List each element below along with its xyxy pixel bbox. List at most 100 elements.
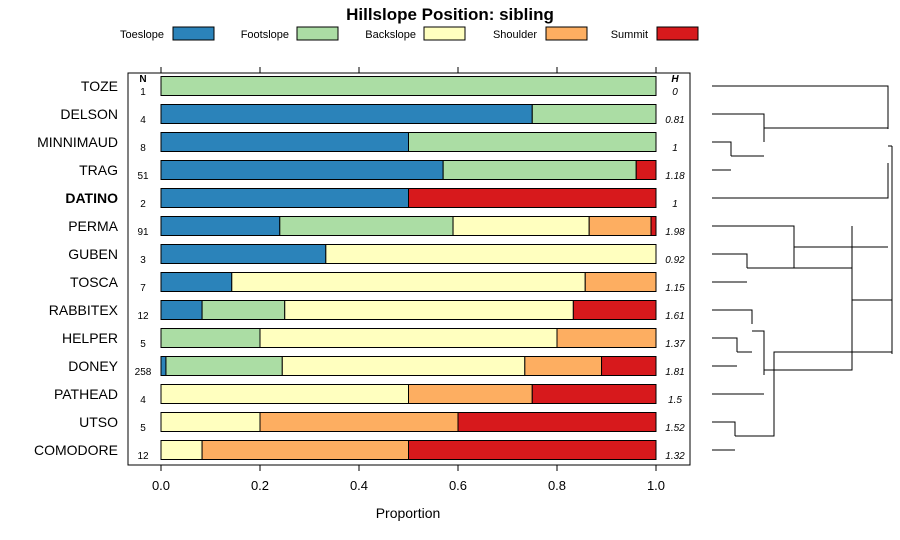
bar-segment-utso-summit: [457, 412, 657, 432]
bar-segment-tosca-toeslope: [160, 272, 233, 292]
n-value-utso: 5: [140, 423, 146, 434]
bar-segment-comodore-shoulder: [201, 440, 409, 460]
x-tick-label: 0.4: [350, 478, 368, 493]
row-label-delson: DELSON: [60, 106, 118, 122]
n-value-tosca: 7: [140, 283, 146, 294]
bar-segment-delson-footslope: [531, 104, 657, 124]
row-label-tosca: TOSCA: [70, 274, 119, 290]
dendrogram: [712, 85, 893, 451]
bar-row-comodore: [160, 440, 657, 460]
n-value-perma: 91: [137, 227, 149, 238]
bar-segment-helper-shoulder: [556, 328, 657, 348]
bar-row-utso: [160, 412, 657, 432]
h-value-utso: 1.52: [665, 423, 685, 434]
x-axis: 0.0 0.2 0.4 0.6 0.8 1.0: [152, 465, 665, 493]
h-value-rabbitex: 1.61: [665, 311, 684, 322]
bar-row-tosca: [160, 272, 657, 292]
legend-label-toeslope: Toeslope: [120, 29, 164, 41]
h-value-datino: 1: [672, 199, 678, 210]
n-value-helper: 5: [140, 339, 146, 350]
bar-row-datino: [160, 188, 657, 208]
dendrogram-branch: [712, 253, 748, 268]
bar-segment-pathead-shoulder: [408, 384, 533, 404]
h-value-pathead: 1.5: [668, 395, 682, 406]
x-tick-label: 0.2: [251, 478, 269, 493]
bar-segment-doney-toeslope: [160, 356, 167, 376]
bar-segment-minnimaud-footslope: [408, 132, 657, 152]
bar-row-pathead: [160, 384, 657, 404]
h-value-helper: 1.37: [665, 339, 685, 350]
h-header: H: [671, 74, 679, 85]
h-value-toze: 0: [672, 87, 678, 98]
bar-segment-comodore-backslope: [160, 440, 203, 460]
bar-row-minnimaud: [160, 132, 657, 152]
row-label-datino: DATINO: [65, 190, 118, 206]
bar-segment-perma-toeslope: [160, 216, 281, 236]
bar-segment-doney-footslope: [165, 356, 283, 376]
h-value-perma: 1.98: [665, 227, 685, 238]
bar-row-guben: [160, 244, 657, 264]
bar-row-trag: [160, 160, 657, 180]
dendrogram-branch: [712, 141, 732, 156]
bar-segment-perma-footslope: [279, 216, 454, 236]
dendrogram-branch: [735, 351, 892, 437]
x-tick-label: 1.0: [647, 478, 665, 493]
bar-row-doney: [160, 356, 657, 376]
row-label-doney: DONEY: [68, 358, 118, 374]
bar-segment-tosca-shoulder: [584, 272, 657, 292]
row-label-trag: TRAG: [79, 162, 118, 178]
dendrogram-branch: [712, 163, 889, 199]
bar-segment-doney-summit: [601, 356, 657, 376]
x-axis-label: Proportion: [376, 505, 441, 521]
dendrogram-branch: [712, 225, 795, 268]
top-axis: [160, 67, 657, 73]
bar-segment-doney-backslope: [281, 356, 526, 376]
bar-segment-toze-footslope: [160, 76, 657, 96]
n-value-pathead: 4: [140, 395, 146, 406]
row-label-minnimaud: MINNIMAUD: [37, 134, 118, 150]
legend-swatch-summit: [656, 26, 699, 41]
n-value-trag: 51: [137, 171, 149, 182]
bar-segment-guben-backslope: [325, 244, 657, 264]
h-value-delson: 0.81: [665, 115, 684, 126]
legend-swatch-shoulder: [545, 26, 588, 41]
row-label-toze: TOZE: [81, 78, 118, 94]
bar-segment-minnimaud-toeslope: [160, 132, 409, 152]
bar-segment-delson-toeslope: [160, 104, 533, 124]
dendrogram-branch: [712, 421, 736, 436]
legend-swatch-footslope: [296, 26, 339, 41]
n-value-toze: 1: [140, 87, 146, 98]
h-value-trag: 1.18: [665, 171, 685, 182]
n-header: N: [139, 74, 146, 85]
h-value-minnimaud: 1: [672, 143, 678, 154]
n-value-datino: 2: [140, 199, 146, 210]
n-value-rabbitex: 12: [137, 311, 149, 322]
bar-row-delson: [160, 104, 657, 124]
bar-segment-perma-summit: [650, 216, 657, 236]
n-value-minnimaud: 8: [140, 143, 146, 154]
bar-segment-rabbitex-backslope: [284, 300, 574, 320]
bar-segment-rabbitex-summit: [572, 300, 657, 320]
bar-segment-guben-toeslope: [160, 244, 327, 264]
row-label-pathead: PATHEAD: [54, 386, 118, 402]
dendrogram-branch: [712, 113, 765, 142]
bar-segment-pathead-backslope: [160, 384, 409, 404]
n-value-doney: 258: [135, 367, 152, 378]
legend-label-shoulder: Shoulder: [493, 29, 537, 41]
bar-segment-pathead-summit: [531, 384, 657, 404]
dendrogram-branch: [712, 337, 738, 352]
bar-segment-helper-footslope: [160, 328, 261, 348]
n-value-delson: 4: [140, 115, 146, 126]
bar-segment-rabbitex-toeslope: [160, 300, 203, 320]
n-value-guben: 3: [140, 255, 146, 266]
legend: Toeslope Footslope Backslope Shoulder Summit: [120, 26, 699, 41]
plot-frame: [127, 72, 691, 466]
dendrogram-branch: [752, 330, 765, 375]
bar-row-toze: [160, 76, 657, 96]
dendrogram-branch: [712, 309, 753, 324]
legend-label-backslope: Backslope: [365, 29, 416, 41]
legend-swatch-toeslope: [172, 26, 215, 41]
legend-swatch-backslope: [423, 26, 466, 41]
dendrogram-branch: [852, 146, 893, 301]
